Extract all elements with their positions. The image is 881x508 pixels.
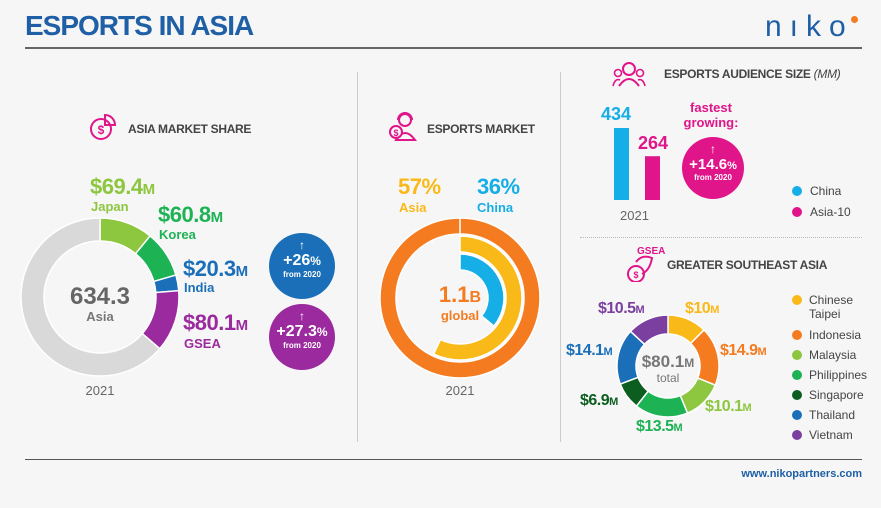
growth-badge-gsea: ↑ +27.3% from 2020 <box>269 304 335 370</box>
asia-total-label: Asia <box>86 309 114 324</box>
global-label: global <box>440 308 480 323</box>
column-divider <box>357 72 358 442</box>
india-label: India <box>184 280 215 295</box>
gsea-value: $80.1M <box>183 310 248 335</box>
asia-label: Asia <box>399 200 427 215</box>
asia10-audience-value: 264 <box>638 133 669 153</box>
svg-text:$: $ <box>393 128 398 138</box>
asia-total: 634.3 <box>69 283 131 310</box>
gsea-icon-text: GSEA <box>637 246 666 257</box>
gsea-value-malaysia: $10.1M <box>705 398 752 415</box>
legend-dot-asia10 <box>792 207 802 217</box>
year-label: 2021 <box>620 208 649 223</box>
gsea-total: $80.1M <box>641 352 695 371</box>
niko-logo: nıko <box>765 10 858 44</box>
japan-label: Japan <box>91 199 129 214</box>
section-divider <box>580 237 862 238</box>
section-title: GREATER SOUTHEAST ASIA <box>667 258 828 272</box>
year-label: 2021 <box>85 383 115 398</box>
china-audience-value: 434 <box>601 104 632 124</box>
section-title: ESPORTS MARKET <box>427 122 535 136</box>
ring-asia <box>432 235 523 361</box>
growth-badge-asia10: ↑ +14.6% from 2020 <box>682 137 744 199</box>
audience-icon <box>612 62 646 87</box>
gsea-value-thailand: $14.1M <box>566 342 613 359</box>
ring-china <box>459 253 505 328</box>
korea-value: $60.8M <box>158 202 223 227</box>
fastest-growing-label: fastest growing: <box>683 100 739 130</box>
svg-text:$: $ <box>98 123 105 137</box>
legend-dot-philippines <box>792 370 802 380</box>
gsea-value-singapore: $6.9M <box>580 392 618 409</box>
gsea-value-vietnam: $10.5M <box>598 300 645 317</box>
china-percent: 36% <box>477 174 520 199</box>
column-divider <box>560 72 561 442</box>
donut-segment-rest-of-asia <box>20 217 161 377</box>
gsea-value-philippines: $13.5M <box>636 418 683 435</box>
pie-money-icon: $ <box>90 113 117 140</box>
global-total: 1.1B <box>438 282 482 307</box>
svg-text:$: $ <box>633 270 638 280</box>
legend-philippines: Philippines <box>809 368 868 382</box>
legend-dot-thailand <box>792 410 802 420</box>
bar-china <box>614 128 629 200</box>
gsea-value-indonesia: $14.9M <box>720 342 767 359</box>
legend-vietnam: Vietnam <box>809 428 853 442</box>
korea-label: Korea <box>159 227 196 242</box>
legend-malaysia: Malaysia <box>809 348 857 362</box>
gsea-icon: $ <box>626 255 654 282</box>
gsea-segment-vietnam <box>629 314 669 346</box>
section-title: ASIA MARKET SHARE <box>128 122 252 136</box>
legend-dot-singapore <box>792 390 802 400</box>
footer-url[interactable]: www.nikopartners.com <box>741 468 862 480</box>
legend-dot-china <box>792 186 802 196</box>
china-label: China <box>477 200 514 215</box>
india-value: $20.3M <box>183 256 248 281</box>
japan-value: $69.4M <box>90 174 155 199</box>
legend-china: China <box>810 184 842 198</box>
year-label: 2021 <box>445 383 475 398</box>
gamer-money-icon: $ <box>389 112 417 141</box>
page-title: ESPORTS IN ASIA <box>25 10 254 41</box>
gsea-total-label: total <box>656 371 680 385</box>
legend-indonesia: Indonesia <box>809 328 862 342</box>
legend-singapore: Singapore <box>809 388 864 402</box>
legend-asia10: Asia-10 <box>810 205 851 219</box>
section-title: ESPORTS AUDIENCE SIZE (MM) <box>664 67 841 81</box>
growth-badge-india: ↑ +26% from 2020 <box>269 233 335 299</box>
gsea-label: GSEA <box>184 336 221 351</box>
legend-thailand: Thailand <box>809 408 856 422</box>
legend-dot-chinese-taipei <box>792 295 802 305</box>
footer-divider <box>25 459 862 460</box>
bar-asia-10 <box>645 156 660 200</box>
legend-dot-malaysia <box>792 350 802 360</box>
legend-dot-vietnam <box>792 430 802 440</box>
legend-chinese-taipei: Chinese Taipei <box>809 293 854 321</box>
ring-global <box>379 217 541 379</box>
header-divider <box>25 47 862 49</box>
asia-percent: 57% <box>398 174 441 199</box>
gsea-value-chinese-taipei: $10M <box>685 300 719 317</box>
legend-dot-indonesia <box>792 330 802 340</box>
